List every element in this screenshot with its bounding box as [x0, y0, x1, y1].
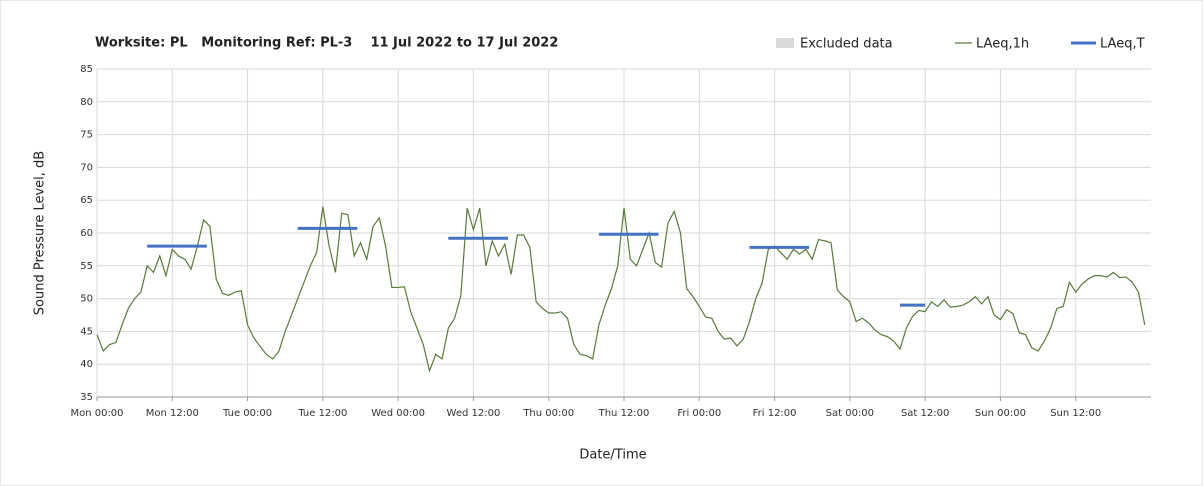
y-tick-label: 55	[80, 261, 93, 272]
x-tick-label: Mon 00:00	[70, 408, 123, 419]
y-tick-label: 65	[80, 195, 93, 206]
y-tick-label: 85	[80, 64, 93, 75]
y-tick-label: 50	[80, 294, 93, 305]
x-tick-label: Thu 12:00	[598, 408, 650, 419]
x-tick-label: Mon 12:00	[146, 408, 199, 419]
y-tick-label: 35	[80, 392, 93, 403]
y-axis-title: Sound Pressure Level, dB	[33, 151, 48, 315]
laeq-1h-line	[96, 206, 1146, 373]
x-tick-label: Wed 12:00	[447, 408, 501, 419]
y-tick-label: 80	[80, 97, 93, 108]
x-tick-label: Sun 00:00	[975, 408, 1026, 419]
x-axis-title: Date/Time	[579, 448, 646, 463]
legend-label: LAeq,T	[1100, 37, 1145, 52]
legend-label: LAeq,1h	[976, 37, 1029, 52]
x-tick-label: Tue 00:00	[222, 408, 272, 419]
legend-swatch	[776, 38, 794, 48]
chart-title: Worksite: PL Monitoring Ref: PL-3 11 Jul…	[95, 36, 558, 51]
y-tick-label: 60	[80, 228, 93, 239]
x-tick-label: Sat 12:00	[901, 408, 949, 419]
y-tick-label: 45	[80, 326, 93, 337]
y-tick-label: 40	[80, 359, 93, 370]
legend-label: Excluded data	[800, 37, 893, 52]
x-tick-label: Fri 00:00	[677, 408, 721, 419]
x-tick-label: Sun 12:00	[1050, 408, 1101, 419]
y-tick-label: 70	[80, 162, 93, 173]
x-tick-label: Wed 00:00	[371, 408, 425, 419]
y-tick-label: 75	[80, 130, 93, 141]
x-tick-label: Sat 00:00	[826, 408, 874, 419]
x-tick-label: Tue 12:00	[297, 408, 347, 419]
x-tick-label: Thu 00:00	[522, 408, 574, 419]
x-tick-label: Fri 12:00	[753, 408, 797, 419]
